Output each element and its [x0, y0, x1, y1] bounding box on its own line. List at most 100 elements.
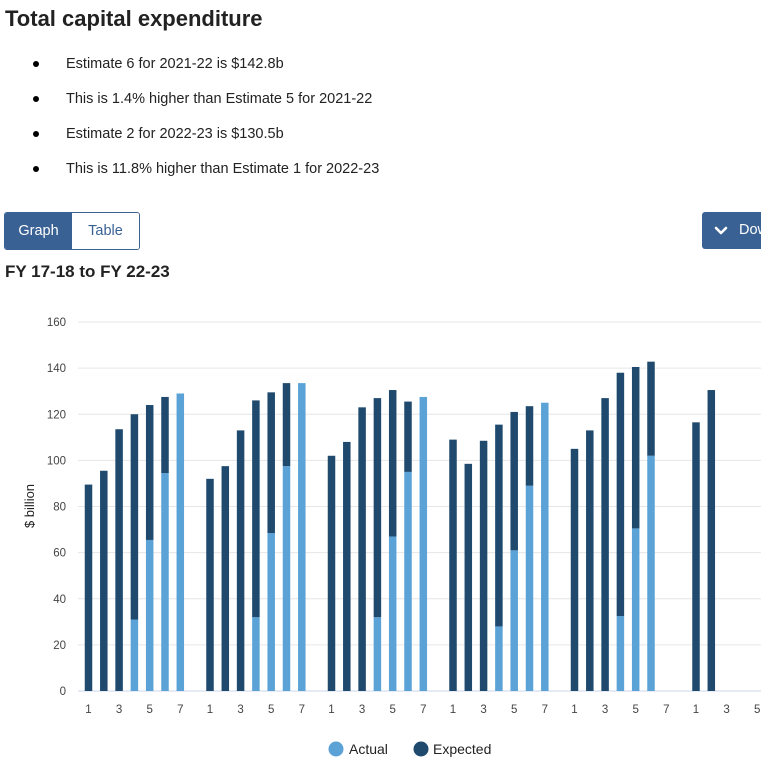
x-tick-label: 3 [116, 704, 122, 716]
x-tick-label: 7 [663, 704, 669, 716]
expected-bar [525, 406, 534, 486]
actual-bar [267, 533, 275, 691]
actual-bar [541, 402, 549, 691]
expected-bar [570, 448, 579, 691]
legend-actual-marker[interactable] [328, 741, 344, 757]
expected-bar [236, 430, 245, 691]
actual-bar [298, 383, 306, 691]
y-axis-ticks: 0 20 40 60 80 100 120 140 160 [47, 317, 66, 698]
chevron-down-icon [714, 212, 728, 264]
expected-bar [647, 361, 655, 456]
x-tick-label: 5 [754, 704, 760, 716]
actual-bar [404, 471, 412, 691]
x-tick-label: 1 [450, 704, 456, 716]
x-tick-label: 3 [359, 704, 365, 716]
expected-bar [707, 390, 716, 691]
actual-bar [495, 626, 503, 691]
expected-bar [479, 440, 488, 691]
actual-bar [252, 617, 260, 691]
expected-bar [343, 441, 351, 691]
actual-bar [631, 528, 640, 691]
expected-bar [100, 470, 108, 691]
expected-bar [84, 484, 93, 691]
page-title: Total capital expenditure [5, 6, 263, 31]
chart-legend: Actual Expected [328, 741, 491, 757]
expected-bar [206, 478, 214, 691]
y-tick-label: 0 [60, 686, 66, 698]
summary-list: Estimate 6 for 2021-22 is $142.8b This i… [0, 52, 379, 192]
x-tick-label: 5 [511, 704, 517, 716]
legend-actual-label[interactable]: Actual [349, 741, 388, 757]
x-tick-label: 1 [571, 704, 577, 716]
actual-bar [161, 473, 169, 691]
x-tick-label: 3 [480, 704, 486, 716]
actual-bar [388, 536, 397, 691]
x-tick-label: 5 [146, 704, 152, 716]
expected-bar [161, 396, 169, 474]
chart-subtitle: FY 17-18 to FY 22-23 [5, 262, 170, 281]
bar-chart: 135713571357135713571357 020406080100120… [22, 317, 761, 757]
actual-bar [525, 485, 534, 691]
summary-item: This is 11.8% higher than Estimate 1 for… [0, 157, 379, 192]
expected-bar [692, 422, 700, 691]
y-tick-label: 100 [47, 455, 66, 467]
x-tick-label: 1 [328, 704, 334, 716]
x-tick-label: 5 [389, 704, 395, 716]
x-tick-label: 7 [299, 704, 305, 716]
actual-bar [282, 466, 291, 691]
x-tick-label: 3 [602, 704, 608, 716]
legend-expected-label[interactable]: Expected [433, 741, 491, 757]
actual-bar [419, 396, 428, 691]
expected-bar [631, 366, 640, 529]
download-button[interactable]: Dow [702, 212, 761, 249]
actual-bar [647, 455, 655, 691]
x-axis-ticks: 135713571357135713571357 [85, 704, 760, 716]
x-tick-label: 7 [542, 704, 548, 716]
x-tick-label: 1 [693, 704, 699, 716]
y-axis-label: $ billion [22, 484, 37, 528]
actual-bar [130, 619, 139, 691]
summary-item: Estimate 6 for 2021-22 is $142.8b [0, 52, 379, 87]
expected-bar [267, 392, 275, 534]
expected-bar [388, 390, 397, 537]
expected-bar [464, 463, 473, 691]
table-tab-button[interactable]: Table [72, 213, 139, 249]
chart-bars [84, 361, 716, 691]
view-toggle: Graph Table [4, 212, 140, 250]
expected-bar [586, 430, 594, 691]
x-tick-label: 5 [268, 704, 274, 716]
expected-bar [601, 398, 609, 691]
expected-bar [115, 429, 123, 691]
expected-bar [495, 424, 503, 627]
graph-tab-button[interactable]: Graph [5, 213, 72, 249]
x-tick-label: 3 [723, 704, 729, 716]
expected-bar [404, 401, 412, 472]
x-tick-label: 5 [632, 704, 638, 716]
expected-bar [358, 407, 366, 691]
y-tick-label: 120 [47, 409, 66, 421]
y-tick-label: 20 [53, 640, 66, 652]
summary-item: Estimate 2 for 2022-23 is $130.5b [0, 122, 379, 157]
x-tick-label: 7 [177, 704, 183, 716]
expected-bar [373, 398, 382, 618]
y-tick-label: 60 [53, 548, 66, 560]
download-label: Dow [739, 222, 761, 238]
chart-grid [78, 321, 761, 692]
actual-bar [510, 550, 518, 691]
expected-bar [510, 411, 518, 551]
actual-bar [145, 539, 154, 691]
summary-item: This is 1.4% higher than Estimate 5 for … [0, 87, 379, 122]
expected-bar [221, 466, 230, 691]
expected-bar [449, 439, 457, 691]
expected-bar [282, 383, 291, 467]
x-tick-label: 3 [237, 704, 243, 716]
y-tick-label: 40 [53, 594, 66, 606]
actual-bar [616, 616, 625, 691]
y-tick-label: 140 [47, 363, 66, 375]
x-tick-label: 7 [420, 704, 426, 716]
legend-expected-marker[interactable] [413, 741, 429, 757]
actual-bar [373, 617, 382, 691]
y-tick-label: 160 [47, 317, 66, 329]
actual-bar [176, 393, 185, 691]
